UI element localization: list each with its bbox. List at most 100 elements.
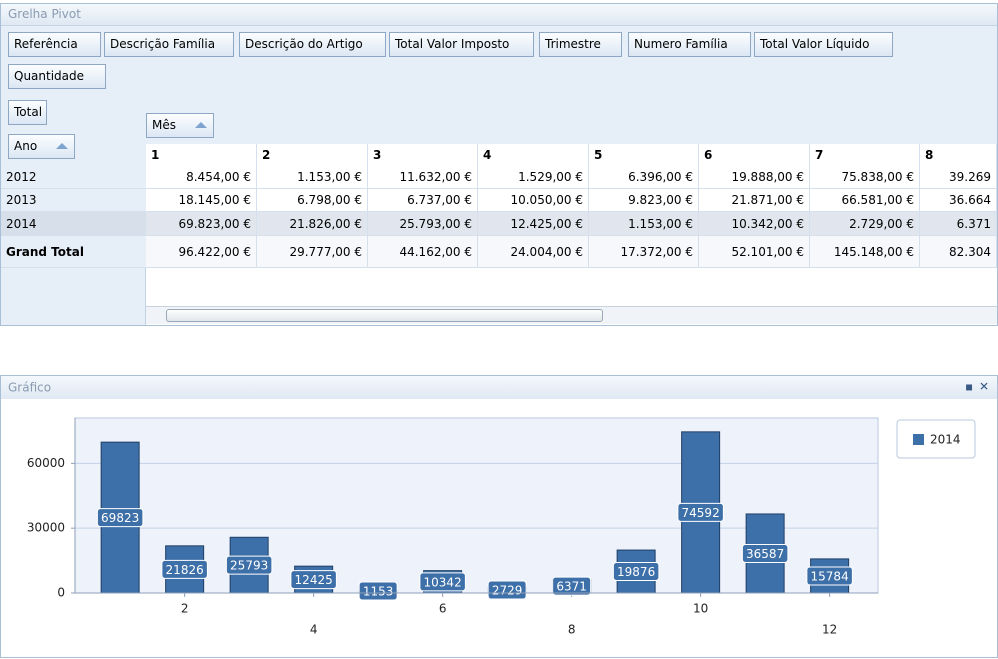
row-header: Grand Total <box>1 236 147 268</box>
value-cell: 25.793,00 € <box>368 212 478 236</box>
value-cell: 8.454,00 € <box>146 166 257 189</box>
pin-icon[interactable]: ▪ <box>965 380 973 394</box>
value-cell: 19.888,00 € <box>699 166 810 189</box>
value-cell: 17.372,00 € <box>589 236 699 268</box>
row-field[interactable]: Ano <box>8 134 75 159</box>
data-label: 19876 <box>617 565 655 579</box>
data-label: 12425 <box>295 573 333 587</box>
value-cell: 18.145,00 € <box>146 189 257 212</box>
value-cell: 24.004,00 € <box>478 236 589 268</box>
legend-box <box>896 419 976 459</box>
column-header: 6 <box>699 144 810 167</box>
row-header: 2014 <box>1 212 147 236</box>
value-cell: 21.826,00 € <box>257 212 368 236</box>
filter-field[interactable]: Descrição Família <box>104 32 234 57</box>
x-tick-label: 6 <box>439 602 447 616</box>
x-tick-label: 12 <box>822 623 837 637</box>
data-label-box <box>225 555 273 575</box>
y-tick-label: 60000 <box>27 456 65 470</box>
x-tick-label: 2 <box>181 602 189 616</box>
filter-field[interactable]: Numero Família <box>628 32 751 57</box>
value-cell: 6.737,00 € <box>368 189 478 212</box>
value-cell: 66.581,00 € <box>810 189 920 212</box>
y-tick-label: 30000 <box>27 521 65 535</box>
data-label: 6371 <box>556 580 587 594</box>
value-cell: 1.529,00 € <box>478 166 589 189</box>
filter-field[interactable]: Referência <box>8 32 101 57</box>
value-cell: 21.871,00 € <box>699 189 810 212</box>
filter-field[interactable]: Total Valor Líquido <box>754 32 893 57</box>
value-cell: 2.729,00 € <box>810 212 920 236</box>
data-label: 25793 <box>230 559 268 573</box>
data-label-box <box>161 559 208 579</box>
value-cell: 10.342,00 € <box>699 212 810 236</box>
filter-field[interactable]: Total Valor Imposto <box>389 32 534 57</box>
value-cell: 6.396,00 € <box>589 166 699 189</box>
column-header: 5 <box>589 144 699 167</box>
column-field[interactable]: Mês <box>146 113 214 138</box>
data-label: 36587 <box>746 547 784 561</box>
value-cell: 1.153,00 € <box>589 212 699 236</box>
row-header: 2013 <box>1 189 147 212</box>
data-label-box <box>487 580 527 600</box>
value-cell: 44.162,00 € <box>368 236 478 268</box>
column-header: 2 <box>257 144 368 167</box>
data-label-box <box>552 576 592 596</box>
x-tick-label: 4 <box>310 623 318 637</box>
column-header: 4 <box>478 144 589 167</box>
data-field[interactable]: Total <box>8 100 47 125</box>
x-tick-label: 10 <box>693 602 708 616</box>
value-cell: 145.148,00 € <box>810 236 920 268</box>
x-tick-label: 8 <box>568 623 576 637</box>
data-label-box <box>358 581 398 601</box>
value-cell: 69.823,00 € <box>146 212 257 236</box>
pivot-panel: Grelha Pivot Referência Descrição Família… <box>0 3 998 326</box>
legend-swatch <box>913 434 924 445</box>
sort-arrow[interactable] <box>56 143 68 149</box>
value-cell: 6.798,00 € <box>257 189 368 212</box>
close-icon[interactable]: ✕ <box>979 380 989 394</box>
y-tick-label: 0 <box>57 586 65 600</box>
value-cell: 75.838,00 € <box>810 166 920 189</box>
value-cell: 82.304 <box>920 236 997 268</box>
scroll-thumb[interactable] <box>166 309 603 322</box>
value-cell: 12.425,00 € <box>478 212 589 236</box>
panel-title: Gráfico <box>8 381 51 395</box>
legend-label: 2014 <box>930 433 961 447</box>
value-cell: 1.153,00 € <box>257 166 368 189</box>
scrollbar[interactable] <box>146 306 997 324</box>
chart-panel: Gráfico ▪ ✕ 0 30000 60000 2 4 6 8 10 12 69823 2182… <box>0 375 998 658</box>
row-header: 2012 <box>1 166 147 189</box>
column-header: 1 <box>146 144 257 167</box>
data-label: 21826 <box>166 563 204 577</box>
title-bar <box>1 376 997 399</box>
value-cell: 29.777,00 € <box>257 236 368 268</box>
value-cell: 39.269 <box>920 166 997 189</box>
data-label: 15784 <box>811 569 849 583</box>
data-label: 74592 <box>682 506 720 520</box>
panel-title: Grelha Pivot <box>1 4 997 26</box>
data-label-box <box>677 502 724 522</box>
value-cell: 10.050,00 € <box>478 189 589 212</box>
value-cell: 11.632,00 € <box>368 166 478 189</box>
data-label: 1153 <box>363 585 394 599</box>
data-label-box <box>612 562 660 582</box>
data-label-box <box>741 543 789 563</box>
data-label-box <box>290 570 337 590</box>
filter-field[interactable]: Quantidade <box>8 64 106 89</box>
data-label: 69823 <box>101 511 139 525</box>
plot-area <box>74 417 879 594</box>
data-label-box <box>96 508 144 528</box>
filter-field[interactable]: Trimestre <box>539 32 622 57</box>
column-header: 7 <box>810 144 920 167</box>
value-cell: 36.664 <box>920 189 997 212</box>
data-label: 10342 <box>424 575 462 589</box>
filter-field[interactable]: Descrição do Artigo <box>239 32 386 57</box>
column-header: 3 <box>368 144 478 167</box>
sort-arrow[interactable] <box>195 122 207 128</box>
data-label-box <box>419 572 466 592</box>
value-cell: 6.371 <box>920 212 997 236</box>
value-cell: 9.823,00 € <box>589 189 699 212</box>
data-label: 2729 <box>492 584 523 598</box>
